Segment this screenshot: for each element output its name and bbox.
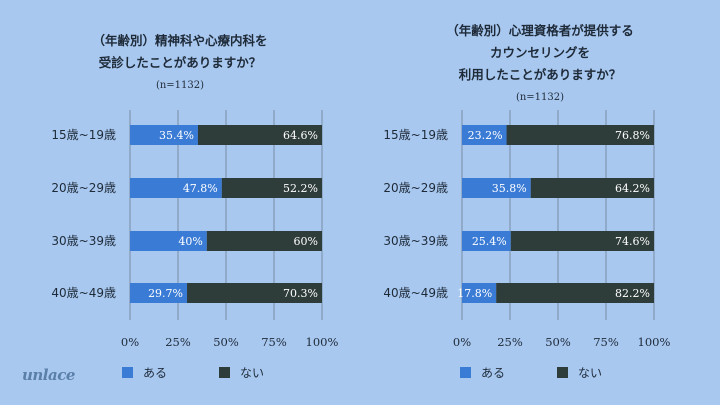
- bar-no: [197, 125, 322, 145]
- legend-item-yes: ある: [460, 364, 505, 381]
- x-tick-label: 100%: [306, 335, 339, 349]
- category-label: 30歳~39歳: [383, 234, 448, 248]
- chart-title-line-2: 受診したことがありますか？: [98, 55, 262, 70]
- category-label: 15歳~19歳: [383, 128, 448, 142]
- legend-item-yes: ある: [122, 364, 167, 381]
- bar-yes: [130, 231, 207, 251]
- bar-no: [221, 178, 322, 198]
- bar-no: [187, 283, 322, 303]
- bar-yes: [130, 125, 198, 145]
- x-tick-label: 100%: [638, 335, 671, 349]
- x-tick-label: 25%: [165, 335, 191, 349]
- legend-swatch-no: [219, 367, 231, 378]
- bar-yes: [462, 178, 531, 198]
- bar-yes: [130, 178, 222, 198]
- data-label-no: 82.2%: [615, 287, 650, 300]
- x-tick-label: 25%: [497, 335, 523, 349]
- legend: ある ない: [122, 364, 316, 381]
- data-label-no: 60%: [294, 235, 318, 248]
- bar-plot: 0% 25% 50% 75% 100% 15歳~19歳 35.4% 64.6% 20歳~29歳 4…: [51, 110, 339, 349]
- data-label-no: 64.6%: [283, 129, 318, 142]
- bar-yes: [462, 231, 511, 251]
- x-tick-label: 0%: [121, 335, 139, 349]
- data-label-yes: 29.7%: [148, 287, 183, 300]
- bar-no: [496, 283, 654, 303]
- data-label-yes: 25.4%: [472, 235, 507, 248]
- chart-title-line-3: 利用したことがありますか？: [458, 67, 622, 82]
- data-label-no: 74.6%: [615, 235, 650, 248]
- data-label-no: 70.3%: [283, 287, 318, 300]
- x-tick-label: 50%: [545, 335, 571, 349]
- category-label: 40歳~49歳: [51, 286, 116, 300]
- brand-logo: unlace: [22, 366, 75, 384]
- bar-yes: [462, 283, 497, 303]
- category-label: 40歳~49歳: [383, 286, 448, 300]
- data-label-no: 64.2%: [615, 182, 650, 195]
- bar-no: [506, 125, 654, 145]
- data-label-yes: 47.8%: [183, 182, 218, 195]
- data-label-no: 52.2%: [283, 182, 318, 195]
- chart-psychiatry: （年齢別）精神科や心療内科を 受診したことがありますか？ (n=1132) 0%…: [51, 33, 339, 381]
- data-label-no: 76.8%: [615, 129, 650, 142]
- legend-item-no: ない: [557, 364, 602, 381]
- chart-counseling: （年齢別）心理資格者が提供する カウンセリングを 利用したことがありますか？ (…: [360, 0, 720, 405]
- bar-plot: 0% 25% 50% 75% 100% 15歳~19歳 23.2% 76.8% 20歳~29歳 3…: [383, 110, 671, 349]
- legend-swatch-yes: [460, 367, 471, 378]
- category-label: 20歳~29歳: [51, 181, 116, 195]
- x-tick-label: 75%: [593, 335, 619, 349]
- bar-no: [510, 231, 654, 251]
- legend-swatch-yes: [122, 367, 133, 378]
- legend-label-no: ない: [240, 366, 265, 380]
- bar-no: [206, 231, 322, 251]
- sample-size: (n=1132): [515, 92, 565, 103]
- x-tick-label: 75%: [261, 335, 287, 349]
- bar-no: [530, 178, 654, 198]
- x-tick-label: 50%: [213, 335, 239, 349]
- data-label-yes: 35.4%: [159, 129, 194, 142]
- category-label: 30歳~39歳: [51, 234, 116, 248]
- data-label-yes: 23.2%: [468, 129, 503, 142]
- x-tick-label: 0%: [453, 335, 471, 349]
- legend-item-no: ない: [219, 364, 264, 381]
- sample-size: (n=1132): [155, 80, 205, 91]
- chart-title-line-2: カウンセリングを: [489, 45, 590, 60]
- bar-yes: [130, 283, 188, 303]
- legend-swatch-no: [557, 367, 569, 378]
- category-label: 15歳~19歳: [51, 128, 116, 142]
- category-label: 20歳~29歳: [383, 181, 448, 195]
- chart-title-line-1: （年齢別）精神科や心療内科を: [92, 33, 268, 48]
- legend: ある ない: [460, 364, 654, 381]
- data-label-yes: 17.8%: [457, 287, 492, 300]
- chart-title-line-1: （年齢別）心理資格者が提供する: [446, 23, 634, 38]
- data-label-yes: 40%: [178, 235, 202, 248]
- legend-label-yes: ある: [481, 366, 506, 380]
- legend-label-yes: ある: [143, 366, 168, 380]
- data-label-yes: 35.8%: [492, 182, 527, 195]
- bar-yes: [462, 125, 507, 145]
- legend-label-no: ない: [578, 366, 603, 380]
